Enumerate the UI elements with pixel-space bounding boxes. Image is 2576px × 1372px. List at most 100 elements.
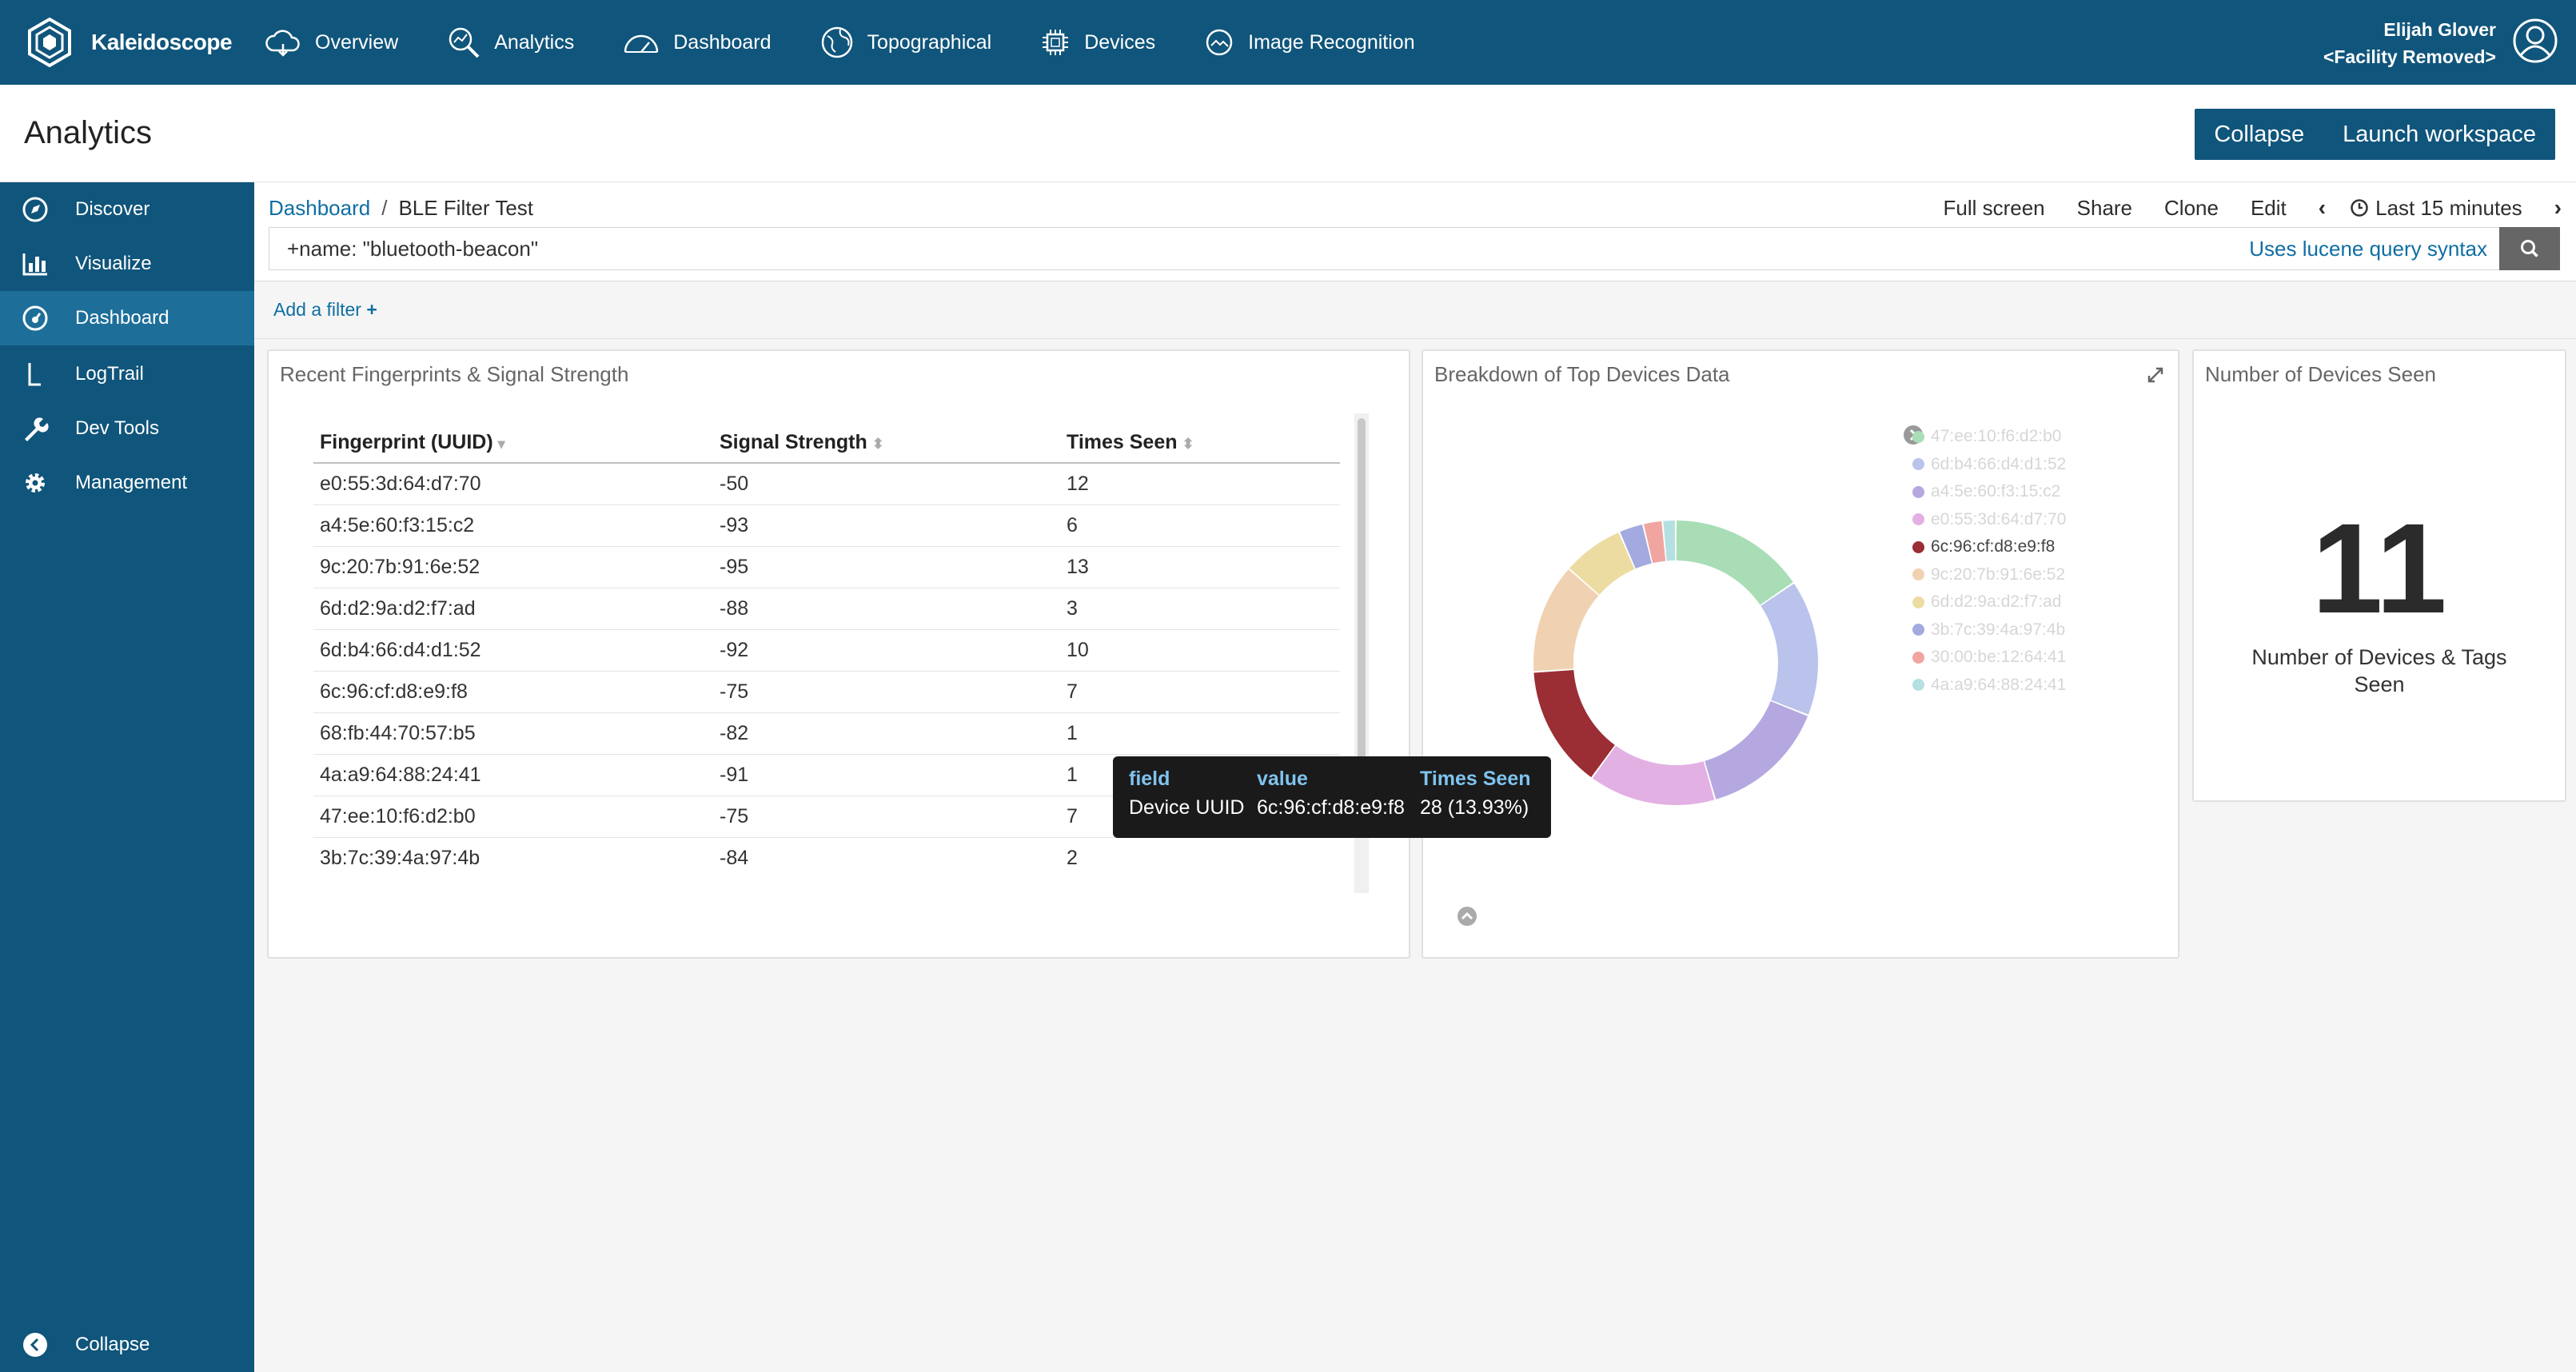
nav-image-recognition[interactable]: Image Recognition <box>1203 26 1415 58</box>
table-row[interactable]: 3b:7c:39:4a:97:4b -84 2 <box>313 837 1340 879</box>
bar-chart-icon <box>22 253 47 276</box>
breadcrumb-dashboard-link[interactable]: Dashboard <box>269 196 371 220</box>
query-bar: Uses lucene query syntax <box>269 227 2560 270</box>
legend-label: 9c:20:7b:91:6e:52 <box>1931 564 2066 584</box>
legend-item[interactable]: 9c:20:7b:91:6e:52 <box>1912 561 2066 589</box>
table-row[interactable]: 6c:96:cf:d8:e9:f8 -75 7 <box>313 671 1340 713</box>
cell-signal: -91 <box>720 754 1067 796</box>
donut-slice-e0-55-3d-64-d7-70[interactable] <box>1592 745 1715 805</box>
sidebar-collapse-button[interactable]: Collapse <box>0 1318 254 1372</box>
dashboard-toolbar: Dashboard / BLE Filter Test Full screen Sh… <box>254 182 2576 281</box>
cell-fingerprint: 4a:a9:64:88:24:41 <box>313 754 720 796</box>
donut-slice-30-00-be-12-64-41[interactable] <box>1644 520 1666 564</box>
dashboard-actions: Full screen Share Clone Edit ‹ Last 15 m… <box>1911 189 2562 227</box>
sidebar-item-label: Visualize <box>75 253 152 274</box>
legend-item[interactable]: e0:55:3d:64:d7:70 <box>1912 506 2066 534</box>
donut-slice-3b-7c-39-4a-97-4b[interactable] <box>1620 524 1652 569</box>
column-header-times-seen[interactable]: Times Seen ⬍ <box>1067 423 1340 464</box>
cloud-icon <box>265 30 300 57</box>
user-info[interactable]: Elijah Glover <Facility Removed> <box>2323 16 2496 70</box>
search-button[interactable] <box>2499 227 2560 270</box>
sidebar-item-dashboard[interactable]: Dashboard <box>0 291 254 345</box>
legend-item[interactable]: 6d:b4:66:d4:d1:52 <box>1912 451 2066 479</box>
nav-devices[interactable]: Devices <box>1039 26 1155 58</box>
cell-fingerprint: 6d:b4:66:d4:d1:52 <box>313 629 720 672</box>
gear-icon <box>26 473 45 493</box>
brand[interactable]: Kaleidoscope <box>24 17 264 68</box>
table-row[interactable]: a4:5e:60:f3:15:c2 -93 6 <box>313 505 1340 547</box>
sort-icon[interactable]: ⬍ <box>871 436 884 452</box>
query-input[interactable] <box>269 228 2188 269</box>
legend-item[interactable]: 6d:d2:9a:d2:f7:ad <box>1912 588 2066 616</box>
user-avatar-icon[interactable] <box>2512 18 2558 64</box>
sort-icon[interactable]: ⬍ <box>1182 436 1194 452</box>
legend-item[interactable]: 6c:96:cf:d8:e9:f8 <box>1912 533 2066 561</box>
donut-slice-6d-d2-9a-d2-f7-ad[interactable] <box>1569 532 1635 595</box>
nav-analytics[interactable]: Analytics <box>446 25 574 60</box>
sidebar-item-logtrail[interactable]: LogTrail <box>0 347 254 401</box>
donut-slice-4a-a9-64-88-24-41[interactable] <box>1663 520 1676 561</box>
clone-button[interactable]: Clone <box>2164 196 2219 220</box>
cell-fingerprint: a4:5e:60:f3:15:c2 <box>313 505 720 547</box>
time-back-icon[interactable]: ‹ <box>2318 195 2327 220</box>
donut-slice-6c-96-cf-d8-e9-f8[interactable] <box>1533 669 1615 778</box>
header-button-group: Collapse Launch workspace <box>2195 109 2555 160</box>
column-header-signal[interactable]: Signal Strength ⬍ <box>720 423 1067 464</box>
nav-overview[interactable]: Overview <box>264 26 398 58</box>
nav-dashboard[interactable]: Dashboard <box>622 26 772 58</box>
legend-item[interactable]: 30:00:be:12:64:41 <box>1912 644 2066 672</box>
legend-item[interactable]: 4a:a9:64:88:24:41 <box>1912 672 2066 700</box>
table-row[interactable]: 6d:b4:66:d4:d1:52 -92 10 <box>313 629 1340 672</box>
table-row[interactable]: 6d:d2:9a:d2:f7:ad -88 3 <box>313 588 1340 630</box>
table-row[interactable]: 9c:20:7b:91:6e:52 -95 13 <box>313 546 1340 588</box>
legend-item[interactable]: 47:ee:10:f6:d2:b0 <box>1912 423 2066 451</box>
full-screen-button[interactable]: Full screen <box>1943 196 2045 220</box>
column-header-fingerprint[interactable]: Fingerprint (UUID) ▾ <box>313 423 720 464</box>
add-filter-button[interactable]: Add a filter + <box>273 299 377 321</box>
nav-label: Analytics <box>494 30 575 54</box>
legend-label: 6d:b4:66:d4:d1:52 <box>1931 454 2067 473</box>
legend-swatch <box>1912 430 1924 443</box>
page-header: Analytics Collapse Launch workspace <box>0 85 2576 182</box>
time-picker[interactable]: Last 15 minutes <box>2350 189 2522 227</box>
donut-slice-9c-20-7b-91-6e-52[interactable] <box>1533 569 1599 672</box>
legend-label: 6c:96:cf:d8:e9:f8 <box>1931 537 2056 556</box>
sidebar-item-dev-tools[interactable]: Dev Tools <box>0 401 254 456</box>
nav-topographical[interactable]: Topographical <box>819 25 992 60</box>
tooltip-header-value: value <box>1257 768 1308 790</box>
legend-swatch <box>1912 485 1924 498</box>
breadcrumb-current: BLE Filter Test <box>398 196 534 220</box>
legend-item[interactable]: a4:5e:60:f3:15:c2 <box>1912 478 2066 506</box>
chart-options-toggle-icon[interactable] <box>1457 906 1477 927</box>
collapse-button[interactable]: Collapse <box>2214 122 2305 147</box>
table-header-row: Fingerprint (UUID) ▾ Signal Strength ⬍ Tim… <box>313 423 1340 464</box>
donut-slice-6d-b4-66-d4-d1-52[interactable] <box>1761 583 1818 715</box>
table-row[interactable]: 68:fb:44:70:57:b5 -82 1 <box>313 712 1340 755</box>
donut-slice-a4-5e-60-f3-15-c2[interactable] <box>1705 700 1808 800</box>
legend-swatch <box>1912 651 1924 664</box>
sort-desc-icon[interactable]: ▾ <box>497 436 505 452</box>
page-title: Analytics <box>24 115 153 150</box>
cell-fingerprint: 3b:7c:39:4a:97:4b <box>320 846 481 869</box>
scrollbar-thumb[interactable] <box>1358 418 1366 762</box>
legend-swatch <box>1912 624 1924 636</box>
edit-button[interactable]: Edit <box>2250 196 2287 220</box>
sidebar-item-management[interactable]: Management <box>0 456 254 510</box>
donut-slice-47-ee-10-f6-d2-b0[interactable] <box>1676 520 1793 605</box>
donut-chart[interactable] <box>1524 511 1828 815</box>
filter-bar: Add a filter + <box>254 281 2576 339</box>
lucene-syntax-link[interactable]: Uses lucene query syntax <box>2249 237 2487 261</box>
wrench-icon <box>25 417 49 441</box>
time-forward-icon[interactable]: › <box>2554 195 2562 220</box>
share-button[interactable]: Share <box>2076 196 2133 220</box>
table-row[interactable]: e0:55:3d:64:d7:70 -50 12 <box>313 463 1340 505</box>
sidebar-item-discover[interactable]: Discover <box>0 182 254 237</box>
breadcrumb: Dashboard / BLE Filter Test <box>269 189 533 227</box>
expand-icon[interactable] <box>2146 365 2165 385</box>
nav-label: Topographical <box>867 30 992 54</box>
legend-item[interactable]: 3b:7c:39:4a:97:4b <box>1912 616 2066 644</box>
sidebar-item-visualize[interactable]: Visualize <box>0 237 254 291</box>
nav-label: Devices <box>1084 30 1156 54</box>
launch-workspace-button[interactable]: Launch workspace <box>2343 122 2536 147</box>
cell-times-seen: 2 <box>1067 846 1078 869</box>
